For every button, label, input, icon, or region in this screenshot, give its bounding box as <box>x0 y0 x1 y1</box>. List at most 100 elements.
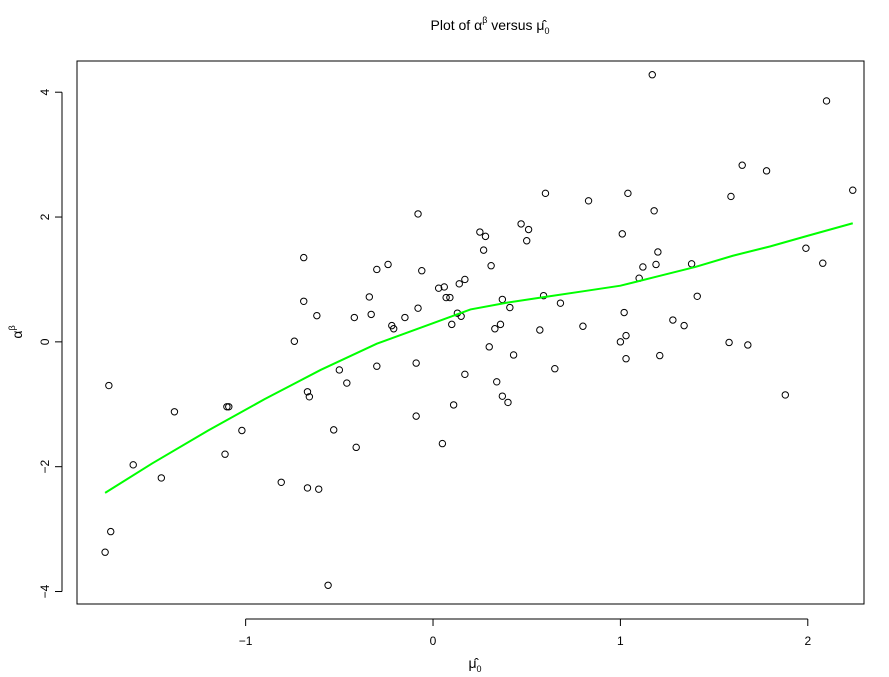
scatter-point <box>491 325 499 333</box>
scatter-point <box>170 408 179 416</box>
scatter-point <box>157 474 166 482</box>
scatter-point <box>498 392 507 400</box>
scatter-points <box>101 71 857 589</box>
scatter-point <box>506 303 514 312</box>
scatter-point <box>412 359 420 367</box>
scatter-point <box>654 248 662 256</box>
title-prefix: Plot of <box>431 17 475 33</box>
scatter-point <box>669 316 677 324</box>
title-alpha-sup: β <box>482 15 487 25</box>
chart-title: Plot of αβ versus μ̂0 <box>431 15 550 36</box>
scatter-point <box>622 355 630 363</box>
title-mu: μ̂ <box>536 17 547 33</box>
scatter-point <box>389 325 398 333</box>
scatter-point <box>129 461 137 469</box>
scatter-point <box>412 412 420 420</box>
scatter-point <box>556 299 565 307</box>
scatter-point <box>373 362 381 370</box>
scatter-point <box>496 320 505 329</box>
scatter-point <box>223 403 231 411</box>
scatter-point <box>624 189 632 198</box>
scatter-point <box>744 341 752 349</box>
scatter-point <box>517 220 525 228</box>
scatter-point <box>448 320 456 329</box>
x-title-mu-sub: 0 <box>477 664 482 674</box>
scatter-point <box>687 260 696 268</box>
scatter-point <box>414 304 422 312</box>
scatter-point <box>802 244 810 252</box>
scatter-point <box>579 322 587 330</box>
scatter-point <box>656 351 664 360</box>
title-alpha: α <box>474 17 482 33</box>
scatter-point <box>648 71 656 79</box>
scatter-point <box>461 370 469 379</box>
x-axis-title: μ̂0 <box>468 655 481 674</box>
scatter-point <box>498 295 507 304</box>
scatter-point <box>725 338 733 347</box>
x-tick-label: −1 <box>239 634 253 648</box>
scatter-point <box>401 313 409 322</box>
y-tick-label: 4 <box>38 89 52 96</box>
scatter-point <box>303 484 312 492</box>
scatter-point <box>524 225 533 234</box>
title-mu-sub: 0 <box>544 26 549 36</box>
scatter-point <box>650 207 658 215</box>
scatter-point <box>485 343 493 351</box>
scatter-point <box>849 186 857 194</box>
scatter-point <box>352 443 360 452</box>
scatter-point <box>277 478 285 486</box>
scatter-point <box>727 192 735 201</box>
scatter-point <box>225 403 233 411</box>
scatter-point <box>335 366 344 374</box>
scatter-point <box>330 426 338 434</box>
scatter-point <box>822 97 831 105</box>
scatter-point <box>414 210 422 218</box>
scatter-point <box>442 293 450 302</box>
scatter-point <box>440 283 448 291</box>
scatter-point <box>343 379 351 387</box>
x-axis: −1 0 1 2 <box>239 618 811 648</box>
y-tick-label: 2 <box>38 213 52 220</box>
y-title-alpha: α <box>9 331 25 339</box>
scatter-point <box>221 450 229 458</box>
scatter-point <box>324 581 332 589</box>
scatter-point <box>446 293 454 302</box>
scatter-point <box>762 167 771 175</box>
scatter-point <box>384 260 392 269</box>
scatter-point <box>639 263 647 271</box>
scatter-point <box>476 228 484 236</box>
x-tick-label: 0 <box>430 634 437 648</box>
y-tick-label: −2 <box>38 460 52 474</box>
scatter-point <box>616 338 625 346</box>
scatter-point <box>373 265 381 274</box>
scatter-point <box>438 439 447 448</box>
y-tick-label: −4 <box>38 584 52 598</box>
scatter-point <box>504 398 512 407</box>
scatter-point <box>238 426 246 435</box>
smooth-line <box>104 222 854 494</box>
scatter-point <box>105 381 113 390</box>
scatter-point <box>509 351 518 359</box>
scatter-point <box>620 308 628 317</box>
y-axis: −4 −2 0 2 4 <box>38 89 63 598</box>
scatter-point <box>541 189 550 198</box>
scatter-point <box>622 331 630 340</box>
scatter-point <box>107 527 115 536</box>
scatter-point <box>290 337 299 345</box>
title-middle: versus <box>487 17 536 33</box>
scatter-point <box>300 297 308 305</box>
scatter-point <box>313 311 321 320</box>
scatter-point <box>479 246 488 254</box>
scatter-point <box>487 262 495 270</box>
scatter-point <box>365 293 374 301</box>
scatter-point <box>418 267 426 275</box>
scatter-point <box>738 161 746 169</box>
scatter-point <box>551 365 559 373</box>
scatter-point <box>539 291 548 300</box>
scatter-point <box>584 197 593 205</box>
scatter-point <box>481 232 490 241</box>
scatter-point <box>101 548 109 556</box>
scatter-point <box>781 391 789 399</box>
scatter-point <box>434 284 443 292</box>
